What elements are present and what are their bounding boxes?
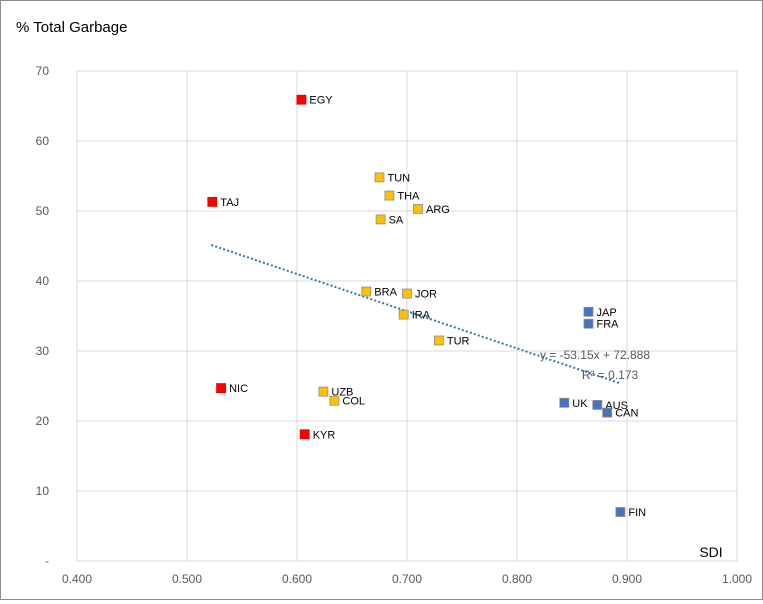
data-label-tha: THA bbox=[397, 191, 420, 203]
data-label-uzb: UZB bbox=[331, 387, 353, 399]
data-point-jap bbox=[583, 306, 594, 317]
x-axis-label: SDI bbox=[699, 544, 722, 560]
data-point-ira bbox=[398, 309, 409, 320]
data-label-can: CAN bbox=[615, 408, 638, 420]
data-point-tun bbox=[374, 172, 385, 183]
x-tick-label: 0.400 bbox=[62, 572, 92, 586]
trendline bbox=[210, 244, 620, 384]
data-point-sa bbox=[375, 214, 386, 225]
data-label-tur: TUR bbox=[447, 336, 470, 348]
data-label-egy: EGY bbox=[309, 95, 333, 107]
data-points: EGY TAJ NIC KYR TUN THA ARG SA BRA JOR IRA TUR UZBCO… bbox=[207, 94, 646, 519]
data-label-fin: FIN bbox=[628, 507, 646, 519]
x-tick-label: 0.500 bbox=[172, 572, 202, 586]
data-point-kyr bbox=[299, 429, 310, 440]
axes bbox=[76, 71, 737, 562]
data-point-jor bbox=[402, 288, 412, 299]
x-tick-label: 0.800 bbox=[502, 572, 532, 586]
x-tick-label: 1.000 bbox=[722, 572, 752, 586]
y-tick-label: 70 bbox=[36, 64, 50, 78]
data-label-uk: UK bbox=[572, 398, 588, 410]
data-label-sa: SA bbox=[389, 214, 404, 226]
data-label-ira: IRA bbox=[412, 310, 431, 322]
y-tick-label: 60 bbox=[36, 134, 50, 148]
data-point-fin bbox=[615, 507, 626, 517]
trendline-equation: y = -53.15x + 72.888 bbox=[540, 348, 650, 362]
data-point-tha bbox=[384, 190, 395, 201]
data-point-fra bbox=[583, 318, 594, 329]
y-tick-label: 30 bbox=[36, 344, 50, 358]
trendline-group bbox=[210, 244, 620, 384]
x-tick-label: 0.600 bbox=[282, 572, 312, 586]
data-label-jor: JOR bbox=[415, 289, 437, 301]
data-point-arg bbox=[413, 203, 423, 214]
data-label-arg: ARG bbox=[426, 204, 450, 216]
y-tick-labels: - 10 20 30 40 50 60 70 bbox=[36, 64, 50, 568]
data-label-kyr: KYR bbox=[313, 429, 336, 441]
data-point-aus bbox=[592, 399, 603, 410]
gridlines bbox=[77, 70, 738, 561]
data-label-fra: FRA bbox=[597, 319, 620, 331]
x-tick-label: 0.700 bbox=[392, 572, 422, 586]
data-label-taj: TAJ bbox=[220, 197, 239, 209]
y-tick-label: 50 bbox=[36, 204, 50, 218]
data-label-jap: JAP bbox=[597, 307, 617, 319]
y-tick-label: 40 bbox=[36, 274, 50, 288]
data-point-tur bbox=[433, 335, 444, 346]
data-point-taj bbox=[207, 196, 218, 207]
data-label-tun: TUN bbox=[388, 172, 411, 184]
data-point-col bbox=[329, 395, 340, 406]
data-label-bra: BRA bbox=[374, 287, 397, 299]
data-label-col: COL bbox=[342, 396, 365, 408]
data-point-egy bbox=[296, 94, 307, 105]
x-tick-labels: 0.400 0.500 0.600 0.700 0.800 0.900 1.000 bbox=[62, 572, 752, 586]
y-tick-label: 10 bbox=[36, 484, 50, 498]
data-point-nic bbox=[216, 383, 227, 394]
y-axis-label: % Total Garbage bbox=[16, 19, 127, 36]
data-label-nic: NIC bbox=[229, 383, 248, 395]
data-point-can bbox=[602, 407, 613, 418]
y-tick-label: - bbox=[45, 554, 49, 568]
y-tick-label: 20 bbox=[36, 414, 50, 428]
data-point-uk bbox=[559, 397, 570, 408]
trendline-r-squared: R² = 0.173 bbox=[582, 368, 639, 382]
data-point-bra bbox=[361, 286, 372, 297]
data-point-uzb bbox=[318, 386, 329, 397]
x-tick-label: 0.900 bbox=[612, 572, 642, 586]
